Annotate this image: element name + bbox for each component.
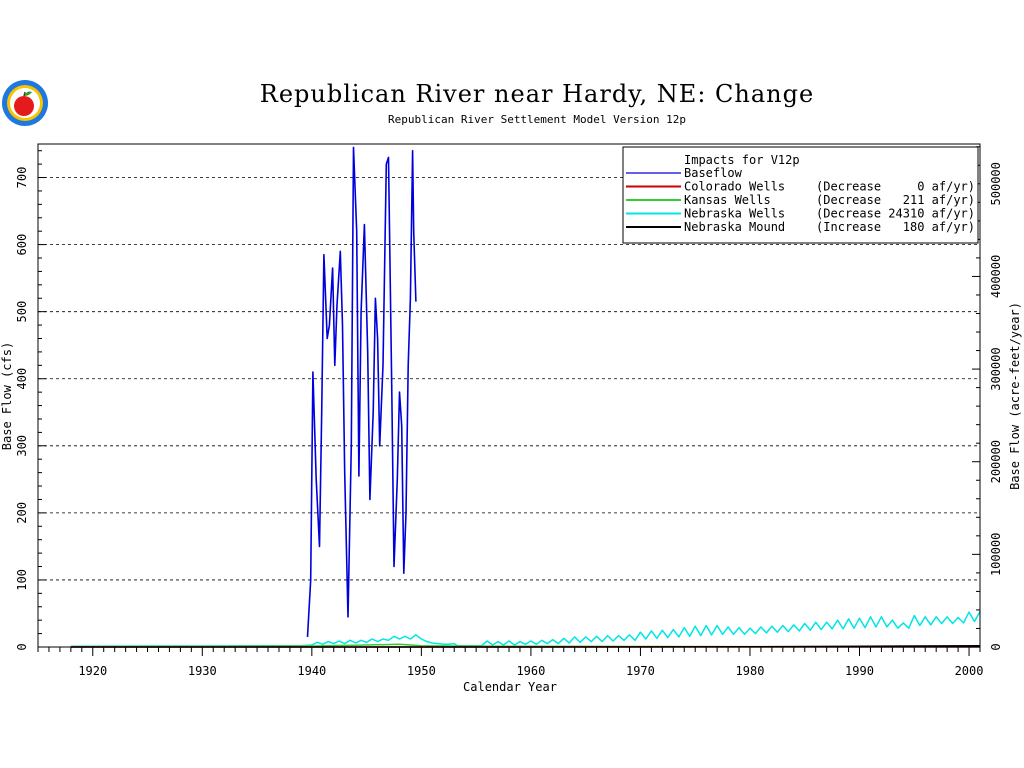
legend-box bbox=[622, 146, 979, 244]
x-tick-label: 1960 bbox=[516, 664, 545, 678]
y-tick-label: 600 bbox=[15, 234, 29, 256]
y-axis-label: Base Flow (cfs) bbox=[0, 342, 14, 450]
legend-label-colorado-wells: Colorado Wells bbox=[684, 180, 785, 194]
y2-tick-label: 500000 bbox=[989, 162, 1003, 205]
x-tick-label: 2000 bbox=[955, 664, 984, 678]
legend-title: Impacts for V12p bbox=[684, 153, 800, 167]
legend-label-nebraska-wells: Nebraska Wells bbox=[684, 207, 785, 221]
x-tick-label: 1930 bbox=[188, 664, 217, 678]
y2-tick-label: 200000 bbox=[989, 440, 1003, 483]
apple-logo-icon bbox=[2, 80, 48, 126]
y-tick-label: 400 bbox=[15, 368, 29, 390]
x-axis-label: Calendar Year bbox=[463, 680, 557, 694]
legend-label-baseflow: Baseflow bbox=[684, 166, 743, 180]
legend-value-nebraska-wells: (Decrease 24310 af/yr) bbox=[816, 207, 975, 221]
legend-value-nebraska-mound: (Increase 180 af/yr) bbox=[816, 220, 975, 234]
y2-tick-label: 0 bbox=[989, 643, 1003, 650]
y-tick-label: 500 bbox=[15, 301, 29, 323]
grid-lines bbox=[38, 177, 980, 581]
legend-label-kansas-wells: Kansas Wells bbox=[684, 193, 771, 207]
y-tick-label: 300 bbox=[15, 435, 29, 457]
chart-subtitle: Republican River Settlement Model Versio… bbox=[388, 113, 686, 126]
legend-value-colorado-wells: (Decrease 0 af/yr) bbox=[816, 180, 975, 194]
x-tick-label: 1920 bbox=[78, 664, 107, 678]
x-tick-label: 1980 bbox=[736, 664, 765, 678]
x-tick-label: 1970 bbox=[626, 664, 655, 678]
series-line-nebraska-wells bbox=[70, 611, 981, 648]
y-axis-right: 0 100000 200000 300000 400000 500000 bbox=[972, 146, 1003, 651]
x-tick-label: 1990 bbox=[845, 664, 874, 678]
y2-tick-label: 100000 bbox=[989, 533, 1003, 576]
y-tick-label: 0 bbox=[15, 643, 29, 650]
legend-value-kansas-wells: (Decrease 211 af/yr) bbox=[816, 193, 975, 207]
y-tick-label: 700 bbox=[15, 167, 29, 189]
y-tick-label: 100 bbox=[15, 569, 29, 591]
y2-tick-label: 300000 bbox=[989, 347, 1003, 390]
y-axis-left: 0 100 200 300 400 500 600 700 bbox=[15, 150, 46, 651]
chart-title: Republican River near Hardy, NE: Change bbox=[260, 80, 814, 108]
x-tick-label: 1940 bbox=[297, 664, 326, 678]
y2-tick-label: 400000 bbox=[989, 255, 1003, 298]
legend-label-nebraska-mound: Nebraska Mound bbox=[684, 220, 785, 234]
x-axis: 1920 1930 1940 1950 1960 1970 1980 1990 2000 bbox=[37, 647, 984, 678]
y-tick-label: 200 bbox=[15, 502, 29, 524]
y2-axis-label: Base Flow (acre-feet/year) bbox=[1008, 302, 1022, 490]
x-tick-label: 1950 bbox=[407, 664, 436, 678]
series-line-baseflow bbox=[306, 146, 417, 637]
